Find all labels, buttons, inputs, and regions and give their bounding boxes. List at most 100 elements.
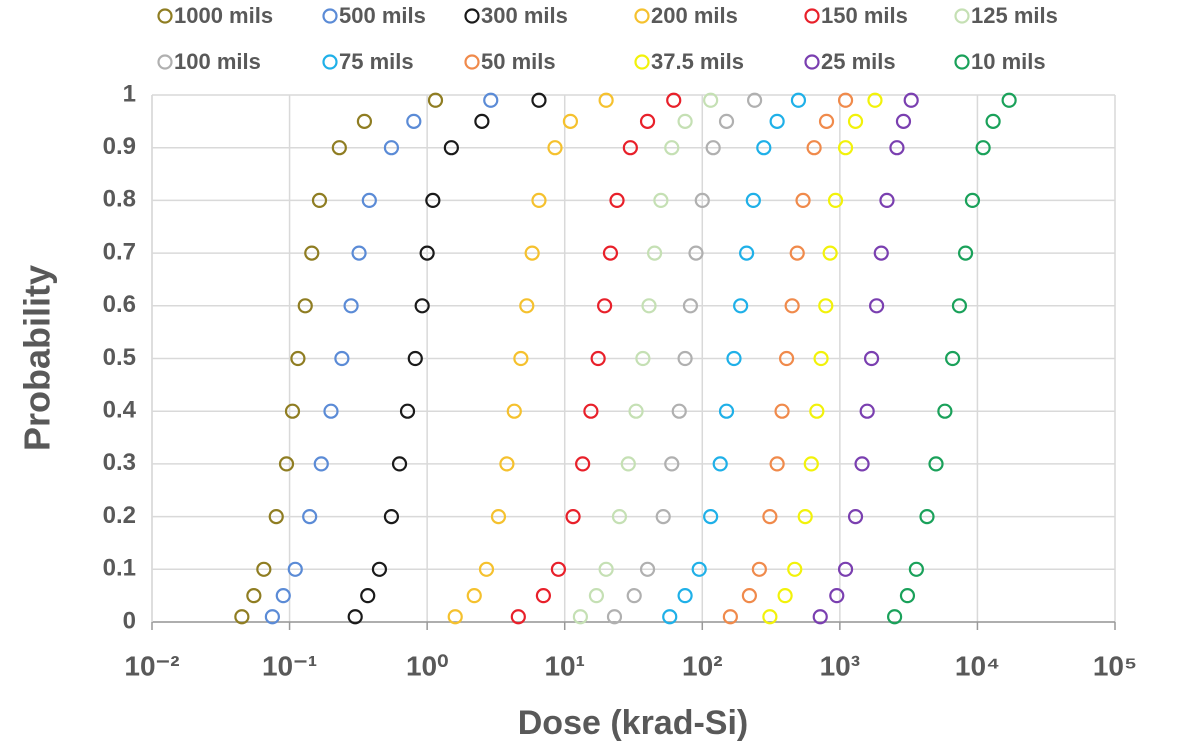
point — [565, 508, 581, 525]
x-axis-label: Dose (krad-Si) — [518, 704, 749, 742]
point — [769, 456, 785, 472]
point — [343, 298, 359, 314]
point — [726, 350, 742, 367]
legend-label: 25 mils — [821, 49, 896, 74]
point — [774, 403, 790, 419]
point — [419, 245, 435, 261]
legend-marker — [804, 8, 820, 24]
point — [628, 403, 644, 419]
point — [535, 588, 552, 604]
point — [677, 350, 693, 367]
y-tick-label: 0.3 — [103, 449, 136, 476]
point — [818, 113, 835, 129]
x-tick-label: 10⁰ — [406, 650, 448, 681]
point — [264, 609, 280, 625]
x-tick-label: 10⁻² — [124, 650, 179, 681]
point — [887, 609, 903, 625]
point — [945, 350, 961, 367]
point — [854, 456, 870, 472]
point — [447, 609, 463, 625]
point — [795, 192, 811, 208]
legend-label: 10 mils — [971, 49, 1046, 74]
point — [626, 588, 642, 604]
point — [246, 588, 262, 604]
point — [275, 588, 291, 604]
point — [688, 245, 704, 261]
y-axis-label: Probability — [17, 265, 58, 451]
x-tick-label: 10³ — [820, 650, 860, 681]
point — [351, 245, 367, 261]
point — [769, 113, 785, 129]
point — [827, 192, 844, 208]
point — [822, 245, 838, 261]
point — [712, 456, 728, 472]
legend-marker — [464, 54, 480, 70]
point — [646, 245, 663, 261]
point — [722, 609, 738, 625]
point — [784, 298, 800, 314]
point — [304, 245, 320, 261]
point — [474, 113, 490, 129]
point — [691, 561, 707, 577]
point — [391, 456, 408, 472]
point — [531, 92, 547, 108]
legend-label: 1000 mils — [174, 3, 273, 28]
point — [519, 298, 535, 314]
point — [572, 609, 588, 625]
point — [741, 588, 757, 604]
point — [733, 298, 749, 314]
point — [762, 508, 778, 525]
point — [383, 508, 400, 525]
point — [694, 192, 710, 208]
point — [751, 561, 767, 577]
point — [682, 298, 699, 314]
point — [789, 245, 805, 261]
point — [334, 350, 350, 367]
point — [666, 92, 682, 108]
point — [483, 92, 499, 108]
legend-label: 100 mils — [174, 49, 261, 74]
point — [664, 140, 680, 156]
point — [928, 456, 944, 472]
point — [297, 298, 313, 314]
point — [531, 192, 547, 208]
point — [1001, 92, 1017, 108]
legend-label: 200 mils — [651, 3, 738, 28]
point — [466, 588, 482, 604]
point — [635, 350, 651, 367]
legend-marker — [954, 54, 970, 70]
legend-label: 37.5 mils — [651, 49, 744, 74]
point — [499, 456, 515, 472]
point — [550, 561, 567, 577]
point — [513, 350, 529, 367]
point — [510, 609, 526, 625]
point — [655, 508, 671, 525]
point — [703, 92, 719, 108]
point — [937, 403, 953, 419]
point — [611, 508, 628, 525]
point — [639, 113, 656, 129]
point — [575, 456, 591, 472]
point — [746, 92, 763, 108]
point — [598, 92, 614, 108]
point — [806, 140, 822, 156]
legend-marker — [157, 8, 173, 24]
point — [867, 92, 883, 108]
point — [427, 92, 444, 108]
point — [284, 403, 301, 419]
point — [383, 140, 400, 156]
point — [671, 403, 687, 419]
point — [837, 92, 854, 108]
point — [588, 588, 605, 604]
point — [639, 561, 656, 577]
y-tick-label: 0.5 — [103, 344, 136, 371]
point — [653, 192, 669, 208]
x-tick-label: 10¹ — [544, 650, 584, 681]
y-tick-label: 0.7 — [103, 238, 136, 265]
point — [602, 245, 619, 261]
point — [903, 92, 919, 108]
point — [762, 609, 778, 625]
point — [356, 113, 373, 129]
point — [677, 588, 693, 604]
